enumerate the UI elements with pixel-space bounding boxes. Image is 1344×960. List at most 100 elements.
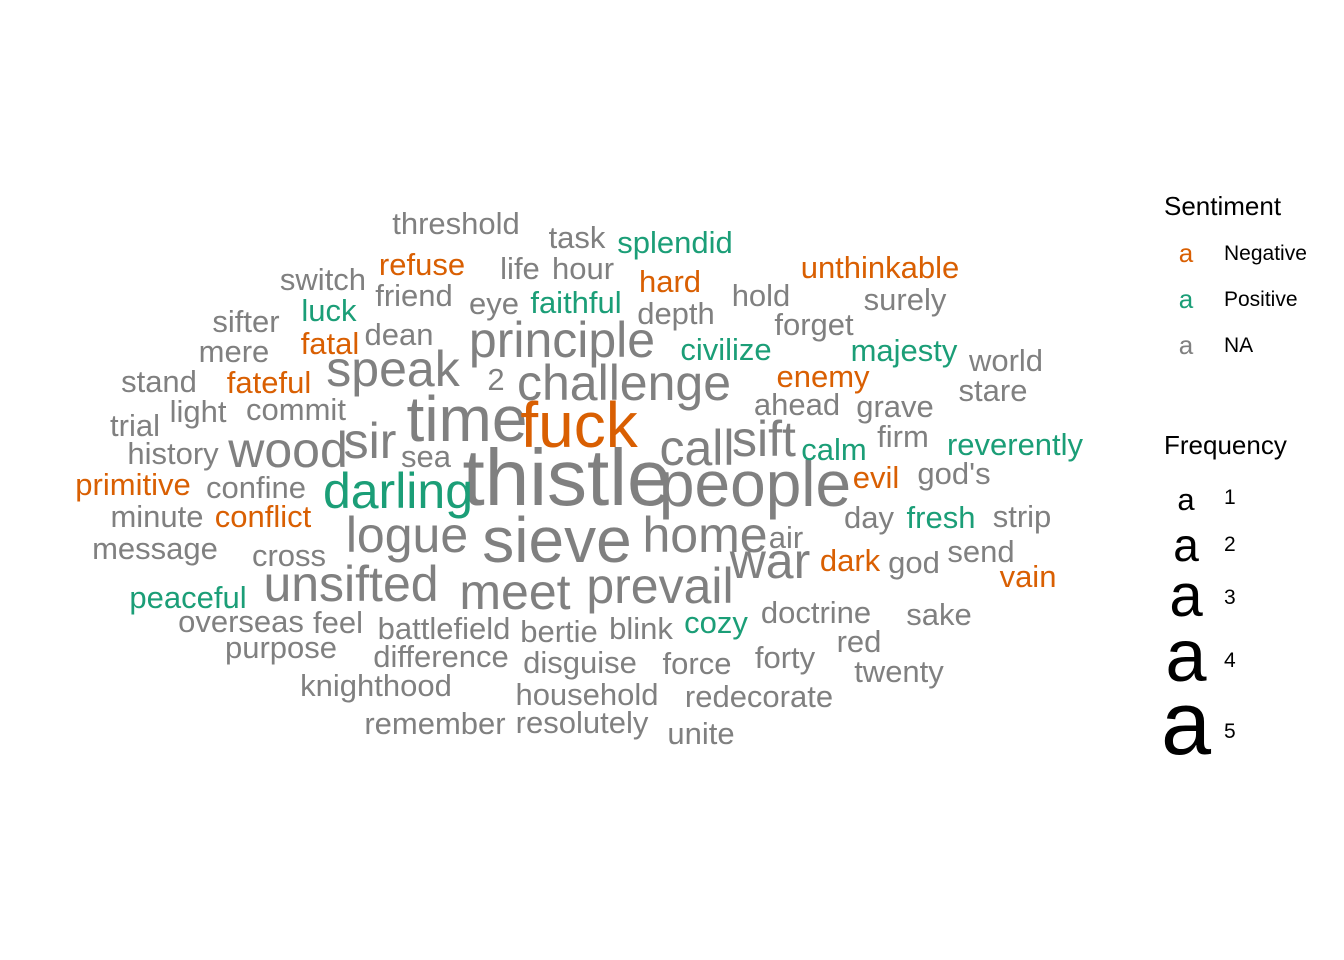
word-feel: feel: [313, 605, 363, 640]
word-god-s: god's: [917, 456, 990, 491]
sentiment-key-glyph: a: [1178, 238, 1194, 268]
frequency-key-label-3: 3: [1224, 586, 1236, 609]
word-remember: remember: [364, 706, 505, 741]
word-darling: darling: [323, 463, 473, 519]
frequency-key-label-5: 5: [1224, 720, 1236, 743]
word-bertie: bertie: [520, 614, 598, 649]
word-ahead: ahead: [754, 387, 840, 422]
word-prevail: prevail: [586, 558, 733, 614]
word-strip: strip: [993, 499, 1052, 534]
word-time: time: [407, 383, 528, 455]
word-calm: calm: [801, 432, 866, 467]
word-cozy: cozy: [684, 605, 748, 640]
word-day: day: [844, 500, 894, 535]
word-disguise: disguise: [523, 645, 637, 680]
word-2: 2: [487, 362, 504, 397]
word-redecorate: redecorate: [685, 679, 833, 714]
word-forty: forty: [755, 640, 816, 675]
word-fresh: fresh: [907, 500, 976, 535]
word-wood: wood: [227, 422, 348, 478]
word-fateful: fateful: [227, 365, 311, 400]
word-confine: confine: [206, 470, 306, 505]
word-dean: dean: [365, 317, 434, 352]
word-sieve: sieve: [482, 504, 631, 576]
word-meet: meet: [459, 564, 570, 620]
word-air: air: [769, 520, 803, 555]
word-trial: trial: [110, 408, 160, 443]
sentiment-key-glyph: a: [1178, 284, 1194, 314]
word-challenge: challenge: [517, 355, 731, 411]
word-unthinkable: unthinkable: [801, 250, 960, 285]
word-surely: surely: [864, 282, 947, 317]
word-friend: friend: [375, 278, 453, 313]
word-refuse: refuse: [379, 247, 465, 282]
word-knighthood: knighthood: [300, 668, 452, 703]
word-task: task: [549, 220, 606, 255]
word-firm: firm: [877, 419, 929, 454]
word-battlefield: battlefield: [378, 611, 511, 646]
word-forget: forget: [774, 307, 854, 342]
word-faithful: faithful: [530, 285, 621, 320]
word-blink: blink: [609, 611, 673, 646]
word-send: send: [947, 534, 1014, 569]
word-resolutely: resolutely: [516, 705, 649, 740]
word-thistle: thistle: [463, 433, 672, 522]
word-sea: sea: [401, 439, 452, 474]
word-force: force: [663, 646, 732, 681]
word-message: message: [92, 531, 218, 566]
word-conflict: conflict: [215, 499, 312, 534]
word-peaceful: peaceful: [129, 580, 246, 615]
sentiment-legend-title: Sentiment: [1164, 191, 1282, 221]
word-cross: cross: [252, 538, 326, 573]
word-unite: unite: [667, 716, 734, 751]
word-household: household: [515, 677, 658, 712]
word-sir: sir: [344, 413, 397, 469]
word-twenty: twenty: [854, 654, 944, 689]
word-hard: hard: [639, 264, 701, 299]
word-minute: minute: [110, 499, 203, 534]
word-home: home: [642, 507, 767, 563]
sentiment-key-label: Positive: [1224, 288, 1298, 311]
word-depth: depth: [637, 296, 715, 331]
word-civilize: civilize: [680, 332, 771, 367]
word-overseas: overseas: [178, 604, 304, 639]
frequency-key-label-2: 2: [1224, 533, 1236, 556]
word-stare: stare: [959, 373, 1028, 408]
word-luck: luck: [301, 293, 357, 328]
sentiment-key-label: NA: [1224, 334, 1254, 357]
word-sift: sift: [732, 411, 796, 467]
frequency-key-glyph-3: a: [1169, 562, 1203, 629]
word-fuck: fuck: [520, 389, 638, 461]
word-fatal: fatal: [301, 326, 360, 361]
frequency-key-glyph-4: a: [1165, 614, 1207, 698]
word-threshold: threshold: [392, 206, 520, 241]
word-sifter: sifter: [212, 304, 279, 339]
word-reverently: reverently: [947, 427, 1084, 462]
word-mere: mere: [199, 334, 270, 369]
sentiment-key-glyph: a: [1178, 330, 1194, 360]
word-purpose: purpose: [225, 630, 337, 665]
word-world: world: [968, 343, 1043, 378]
frequency-key-glyph-5: a: [1160, 674, 1212, 774]
word-speak: speak: [326, 341, 460, 397]
word-war: war: [729, 533, 811, 589]
word-enemy: enemy: [776, 359, 870, 394]
word-red: red: [837, 624, 882, 659]
word-majesty: majesty: [851, 333, 958, 368]
frequency-key-glyph-1: a: [1177, 482, 1195, 518]
word-dark: dark: [820, 543, 881, 578]
word-logue: logue: [346, 507, 468, 563]
word-hour: hour: [552, 251, 614, 286]
word-primitive: primitive: [75, 467, 190, 502]
word-god: god: [888, 545, 940, 580]
word-people: people: [659, 448, 851, 520]
word-principle: principle: [469, 312, 655, 368]
frequency-key-label-1: 1: [1224, 486, 1236, 509]
word-grave: grave: [856, 389, 934, 424]
word-life: life: [500, 251, 540, 286]
word-eye: eye: [469, 286, 519, 321]
word-evil: evil: [853, 460, 900, 495]
word-hold: hold: [732, 278, 791, 313]
frequency-legend-title: Frequency: [1164, 430, 1287, 460]
